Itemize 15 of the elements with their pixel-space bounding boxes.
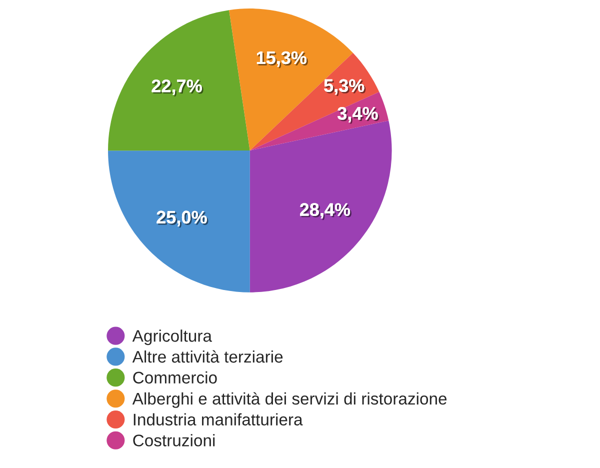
legend-label: Industria manifatturiera [134,413,303,426]
legend-label: Costruzioni [133,434,215,446]
data-label: 5,3% [324,79,366,96]
pie-slice [250,120,392,292]
data-label: 3,4% [338,106,380,124]
legend-label: Agricoltura [132,330,212,346]
data-label: 28,4% [300,203,352,220]
pie-slice [108,10,250,151]
legend-label: Altre attività terziarie [132,350,283,363]
legend-label: Alberghi e attività dei servizi di ristorazione [132,392,447,408]
data-label: 25,0% [156,210,208,228]
data-label: 22,7% [152,80,204,96]
pie-slice [108,150,250,292]
data-label: 15,3% [256,51,308,68]
legend-label: Commercio [133,371,217,384]
